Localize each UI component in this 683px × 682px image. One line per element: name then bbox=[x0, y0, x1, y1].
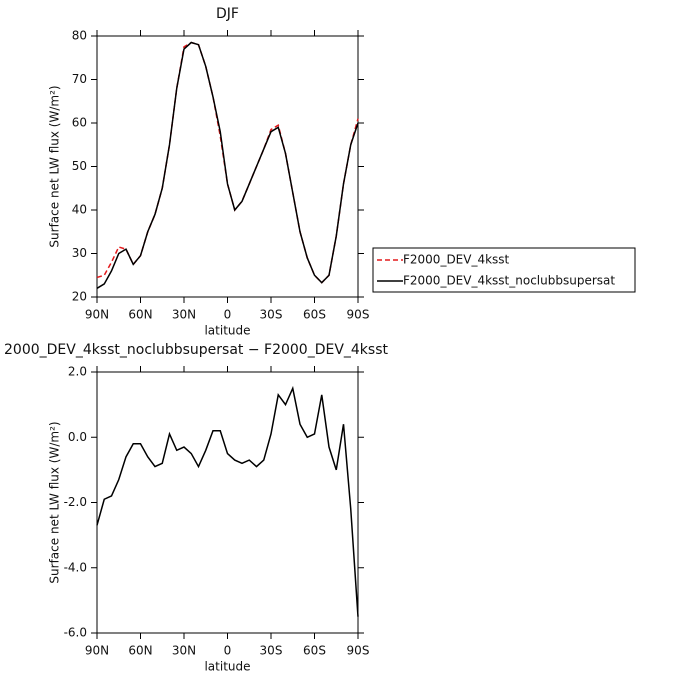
x-tick-label: 60S bbox=[303, 308, 326, 322]
y-tick-label: -4.0 bbox=[64, 560, 87, 574]
x-tick-label: 30S bbox=[260, 644, 283, 658]
legend-box bbox=[372, 247, 636, 293]
x-tick-label: 60N bbox=[128, 308, 152, 322]
y-tick-label: 40 bbox=[72, 203, 87, 217]
x-tick-label: 30S bbox=[260, 308, 283, 322]
x-tick-label: 0 bbox=[224, 308, 232, 322]
y-tick-label: 60 bbox=[72, 116, 87, 130]
chart-title: 2000_DEV_4ksst_noclubbsupersat − F2000_D… bbox=[4, 342, 388, 358]
y-tick-label: -2.0 bbox=[64, 495, 87, 509]
y-tick-label: 80 bbox=[72, 29, 87, 43]
legend-label: F2000_DEV_4ksst bbox=[403, 253, 510, 267]
x-tick-label: 90S bbox=[347, 308, 370, 322]
plot-frame bbox=[96, 35, 359, 298]
y-axis-label: Surface net LW flux (W/m²) bbox=[48, 421, 62, 583]
x-tick-label: 0 bbox=[224, 644, 232, 658]
y-tick-label: 30 bbox=[72, 246, 87, 260]
y-tick-label: 50 bbox=[72, 159, 87, 173]
y-axis-label: Surface net LW flux (W/m²) bbox=[48, 85, 62, 247]
y-tick-label: 20 bbox=[72, 290, 87, 304]
x-tick-label: 60S bbox=[303, 644, 326, 658]
x-tick-label: 30N bbox=[172, 644, 196, 658]
x-tick-label: 60N bbox=[128, 644, 152, 658]
x-tick-label: 90N bbox=[85, 308, 109, 322]
y-tick-label: 70 bbox=[72, 72, 87, 86]
x-axis-label: latitude bbox=[204, 324, 250, 338]
data-line bbox=[96, 385, 359, 617]
legend-label: F2000_DEV_4ksst_noclubbsupersat bbox=[403, 274, 615, 288]
y-tick-label: 2.0 bbox=[68, 365, 87, 379]
data-line bbox=[96, 41, 359, 284]
x-axis-label: latitude bbox=[204, 660, 250, 674]
x-tick-label: 90N bbox=[85, 644, 109, 658]
y-tick-label: -6.0 bbox=[64, 626, 87, 640]
y-tick-label: 0.0 bbox=[68, 430, 87, 444]
chart-title: DJF bbox=[216, 6, 239, 22]
x-tick-label: 90S bbox=[347, 644, 370, 658]
x-tick-label: 30N bbox=[172, 308, 196, 322]
data-line bbox=[96, 41, 359, 289]
